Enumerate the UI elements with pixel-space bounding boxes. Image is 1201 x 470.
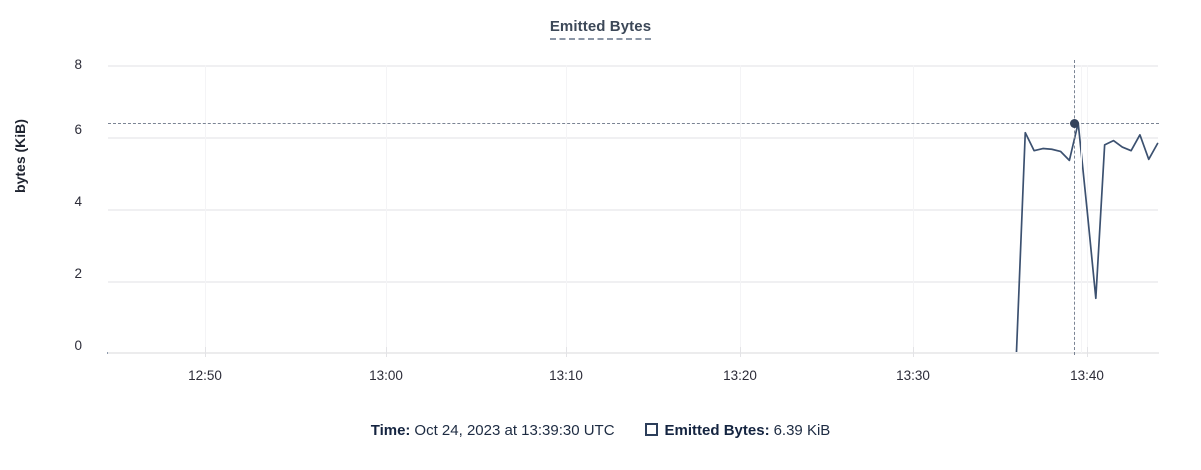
y-tick-label-2: 2	[74, 266, 82, 281]
gridline-x-1310	[566, 65, 567, 353]
y-tick-label-8: 8	[74, 57, 82, 72]
crosshair-vertical	[1074, 60, 1075, 355]
gridline-x-1300	[386, 65, 387, 353]
crosshair-band	[1081, 65, 1082, 353]
highlighted-point-marker[interactable]	[1069, 118, 1079, 128]
x-tick-mark-1320	[740, 347, 741, 357]
x-tick-label-1320: 13:20	[723, 368, 757, 383]
gridline-x-1320	[740, 65, 741, 353]
footer-series-key: Emitted Bytes:	[664, 422, 770, 439]
y-tick-label-0: 0	[74, 338, 82, 353]
crosshair-horizontal	[108, 123, 1159, 124]
y-axis-label: bytes (KiB)	[12, 119, 28, 193]
x-tick-label-1330: 13:30	[896, 368, 930, 383]
series-line-emitted-bytes	[107, 122, 1159, 354]
chart-title: Emitted Bytes	[0, 18, 1201, 40]
y-tick-label-4: 4	[74, 194, 82, 209]
gridline-x-1250	[205, 65, 206, 353]
footer-time-value: Oct 24, 2023 at 13:39:30 UTC	[414, 422, 615, 439]
x-tick-mark-1300	[386, 347, 387, 357]
gridline-y-4	[108, 209, 1158, 211]
x-tick-label-1250: 12:50	[188, 368, 222, 383]
x-tick-label-1340: 13:40	[1070, 368, 1104, 383]
chart-title-text: Emitted Bytes	[549, 18, 652, 40]
gridline-y-8	[108, 65, 1158, 67]
series-emitted-bytes	[107, 122, 1159, 354]
gridline-y-2	[108, 281, 1158, 283]
gridline-x-1330	[913, 65, 914, 353]
x-axis-line	[108, 352, 1159, 354]
x-tick-mark-1310	[566, 347, 567, 357]
x-tick-mark-1330	[913, 347, 914, 357]
chart-footer-tooltip: Time: Oct 24, 2023 at 13:39:30 UTC Emitted…	[0, 420, 1201, 442]
x-tick-mark-1340	[1087, 347, 1088, 357]
footer-time-key: Time:	[370, 422, 411, 439]
x-tick-label-1310: 13:10	[549, 368, 583, 383]
x-tick-mark-1250	[205, 347, 206, 357]
y-tick-label-6: 6	[74, 122, 82, 137]
footer-series-value: 6.39 KiB	[773, 422, 831, 439]
gridline-y-6	[108, 137, 1158, 139]
x-tick-label-1300: 13:00	[369, 368, 403, 383]
legend-swatch-icon[interactable]	[644, 423, 658, 436]
plot-area	[107, 65, 1159, 354]
